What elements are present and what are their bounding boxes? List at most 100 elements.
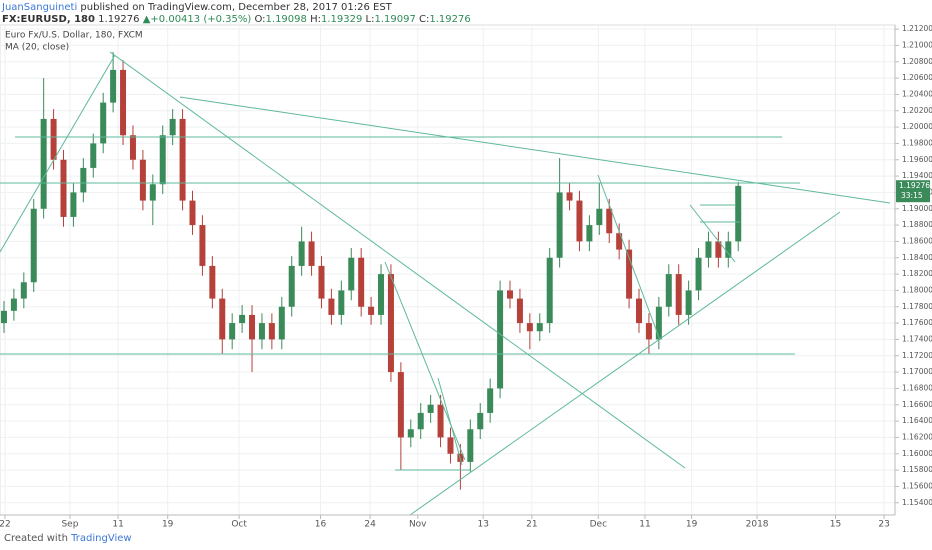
symbol-line: FX:EURUSD, 180 1.19276 ▲+0.00413 (+0.35%… (2, 14, 471, 25)
candle-body (139, 159, 146, 201)
x-tick-label: 2018 (746, 520, 769, 530)
candle-body (219, 298, 226, 340)
y-tick-label: 1.19400 (902, 171, 932, 180)
candle-body (715, 241, 722, 258)
candle-body (308, 241, 315, 266)
y-tick-label: 1.20600 (902, 73, 932, 82)
plot-area (0, 24, 896, 516)
trend-line (689, 204, 736, 263)
x-tick-label: 23 (878, 520, 889, 530)
candle-body (129, 135, 136, 160)
candle-body (437, 404, 444, 438)
l: 1.19097 (374, 14, 416, 25)
y-tick-label: 1.20200 (902, 106, 932, 115)
x-tick-label: 24 (364, 520, 376, 530)
y-tick-label: 1.15600 (902, 481, 932, 490)
candle-body (169, 118, 176, 136)
candle-body (407, 429, 414, 438)
candle-body (725, 241, 732, 258)
h: 1.19329 (320, 14, 363, 25)
candle-body (536, 323, 543, 332)
candle-body (80, 167, 87, 193)
candle-body (368, 306, 375, 315)
candle-body (655, 306, 662, 340)
candle-body (467, 429, 474, 462)
candle-body (626, 249, 633, 299)
y-tick-label: 1.16400 (902, 416, 932, 425)
candle-body (189, 200, 196, 226)
y-tick-label: 1.19600 (902, 155, 932, 164)
chart-subtitle: MA (20, close) (5, 43, 69, 53)
y-tick-label: 1.16000 (902, 449, 932, 458)
candle-body (328, 298, 335, 315)
candle-body (497, 290, 504, 389)
x-tick-label: 15 (830, 520, 841, 530)
h-label: H: (310, 14, 321, 25)
candle-body (447, 437, 454, 454)
x-tick-label: Sep (61, 520, 78, 530)
footer: Created with TradingView (4, 533, 132, 544)
candle-body (397, 372, 404, 438)
candle-body (40, 118, 47, 209)
publish-line: JuanSanguineti published on TradingView.… (2, 2, 392, 13)
candle-body (0, 310, 7, 324)
y-tick-label: 1.21200 (902, 24, 932, 33)
o: 1.19098 (265, 14, 307, 25)
candle-body (427, 404, 434, 413)
x-tick-label: 19 (686, 520, 698, 530)
created: Created with (4, 533, 68, 544)
candle-body (695, 257, 702, 291)
author[interactable]: JuanSanguineti (2, 2, 78, 13)
candle-body (596, 208, 603, 226)
candle-body (477, 412, 484, 430)
change-arrow: ▲ (142, 14, 151, 25)
y-tick-label: 1.20800 (902, 57, 932, 66)
last-price: 1.19276 (899, 181, 930, 190)
candle-body (20, 282, 27, 299)
candle-body (70, 192, 77, 217)
x-tick-label: 19 (162, 520, 174, 530)
y-tick-label: 1.15400 (902, 498, 932, 507)
trend-line (0, 54, 116, 253)
x-tick-label: 11 (639, 520, 650, 530)
o-label: O: (254, 14, 266, 25)
trend-line (409, 211, 841, 516)
x-tick-label: 16 (315, 520, 327, 530)
y-tick-label: 1.17600 (902, 318, 932, 327)
candle-body (735, 185, 742, 242)
candle-body (358, 257, 365, 307)
candle-body (100, 102, 107, 144)
y-tick-label: 1.20400 (902, 89, 932, 98)
candle-body (556, 192, 563, 258)
candles (0, 51, 742, 490)
candle-body (636, 298, 643, 324)
y-tick-label: 1.18800 (902, 220, 932, 229)
c-label: C: (419, 14, 430, 25)
y-tick-label: 1.17800 (902, 302, 932, 311)
price: 1.19276 (98, 14, 140, 25)
countdown: 33:15 (901, 191, 923, 200)
candle-body (526, 323, 533, 332)
y-tick-label: 1.21000 (902, 40, 932, 49)
l-label: L: (365, 14, 375, 25)
candle-body (149, 184, 156, 201)
candle-body (338, 290, 345, 315)
brand[interactable]: TradingView (71, 533, 132, 544)
candle-body (566, 192, 573, 201)
candle-body (645, 323, 652, 340)
candle-body (665, 274, 672, 307)
change: +0.00413 (+0.35%) (150, 14, 252, 25)
last-price-box (896, 180, 930, 203)
published: published on TradingView.com, December 2… (80, 2, 392, 13)
x-tick-label: 22 (0, 520, 11, 530)
x-tick-label: Dec (590, 520, 607, 530)
candle-body (586, 225, 593, 242)
chart-title: Euro Fx/U.S. Dollar, 180, FXCM (5, 31, 143, 41)
candle-body (606, 208, 613, 234)
c: 1.19276 (429, 14, 471, 25)
candle-body (516, 298, 523, 324)
candle-body (616, 233, 623, 250)
candle-body (239, 314, 246, 324)
candle-body (487, 388, 494, 413)
